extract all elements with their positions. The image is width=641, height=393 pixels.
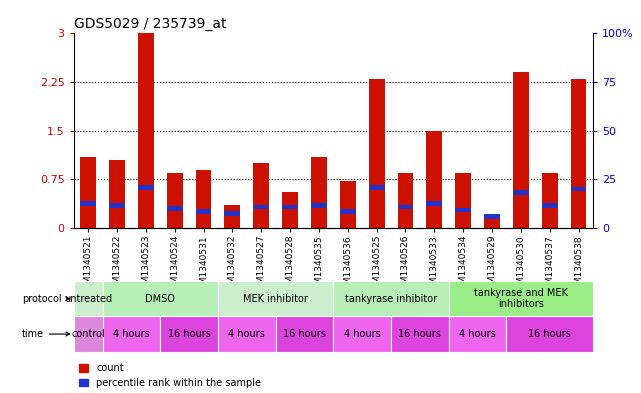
Bar (196, 169, 212, 228)
Bar (109, 160, 125, 228)
Legend: count, percentile rank within the sample: count, percentile rank within the sample (79, 363, 261, 388)
Text: GDS5029 / 235739_at: GDS5029 / 235739_at (74, 17, 226, 31)
Bar (218, 281, 333, 316)
Bar (340, 181, 356, 228)
Bar (109, 203, 125, 208)
Bar (542, 203, 558, 208)
Bar (276, 316, 333, 352)
Bar (80, 201, 96, 206)
Text: 16 hours: 16 hours (168, 329, 210, 339)
Bar (74, 281, 103, 316)
Bar (74, 316, 103, 352)
Bar (138, 33, 154, 228)
Text: 16 hours: 16 hours (399, 329, 441, 339)
Bar (196, 209, 212, 214)
Bar (513, 190, 529, 195)
Bar (449, 316, 506, 352)
Text: DMSO: DMSO (146, 294, 175, 304)
Bar (449, 281, 593, 316)
Bar (160, 316, 218, 352)
Bar (282, 205, 298, 209)
Bar (138, 185, 154, 190)
Bar (224, 205, 240, 228)
Bar (455, 208, 471, 212)
Text: untreated: untreated (64, 294, 112, 304)
Text: 4 hours: 4 hours (228, 329, 265, 339)
Bar (224, 211, 240, 216)
Bar (397, 173, 413, 228)
Text: time: time (22, 329, 70, 339)
Bar (484, 214, 500, 228)
Text: MEK inhibitor: MEK inhibitor (243, 294, 308, 304)
Bar (570, 79, 587, 228)
Bar (369, 185, 385, 190)
Bar (167, 206, 183, 211)
Text: 16 hours: 16 hours (283, 329, 326, 339)
Bar (397, 205, 413, 209)
Bar (333, 316, 391, 352)
Bar (253, 163, 269, 228)
Bar (103, 281, 218, 316)
Text: 16 hours: 16 hours (528, 329, 571, 339)
Bar (311, 203, 327, 208)
Bar (426, 201, 442, 206)
Bar (513, 72, 529, 228)
Text: 4 hours: 4 hours (459, 329, 496, 339)
Text: control: control (71, 329, 105, 339)
Bar (391, 316, 449, 352)
Text: tankyrase and MEK
inhibitors: tankyrase and MEK inhibitors (474, 288, 568, 309)
Bar (253, 205, 269, 209)
Bar (333, 281, 449, 316)
Text: protocol: protocol (22, 294, 70, 304)
Bar (218, 316, 276, 352)
Bar (455, 173, 471, 228)
Text: tankyrase inhibitor: tankyrase inhibitor (345, 294, 437, 304)
Bar (426, 130, 442, 228)
Bar (282, 192, 298, 228)
Bar (506, 316, 593, 352)
Bar (369, 79, 385, 228)
Bar (570, 187, 587, 191)
Bar (484, 214, 500, 219)
Text: 4 hours: 4 hours (113, 329, 150, 339)
Bar (80, 156, 96, 228)
Bar (103, 316, 160, 352)
Bar (311, 156, 327, 228)
Text: 4 hours: 4 hours (344, 329, 381, 339)
Bar (542, 173, 558, 228)
Bar (167, 173, 183, 228)
Bar (340, 209, 356, 214)
